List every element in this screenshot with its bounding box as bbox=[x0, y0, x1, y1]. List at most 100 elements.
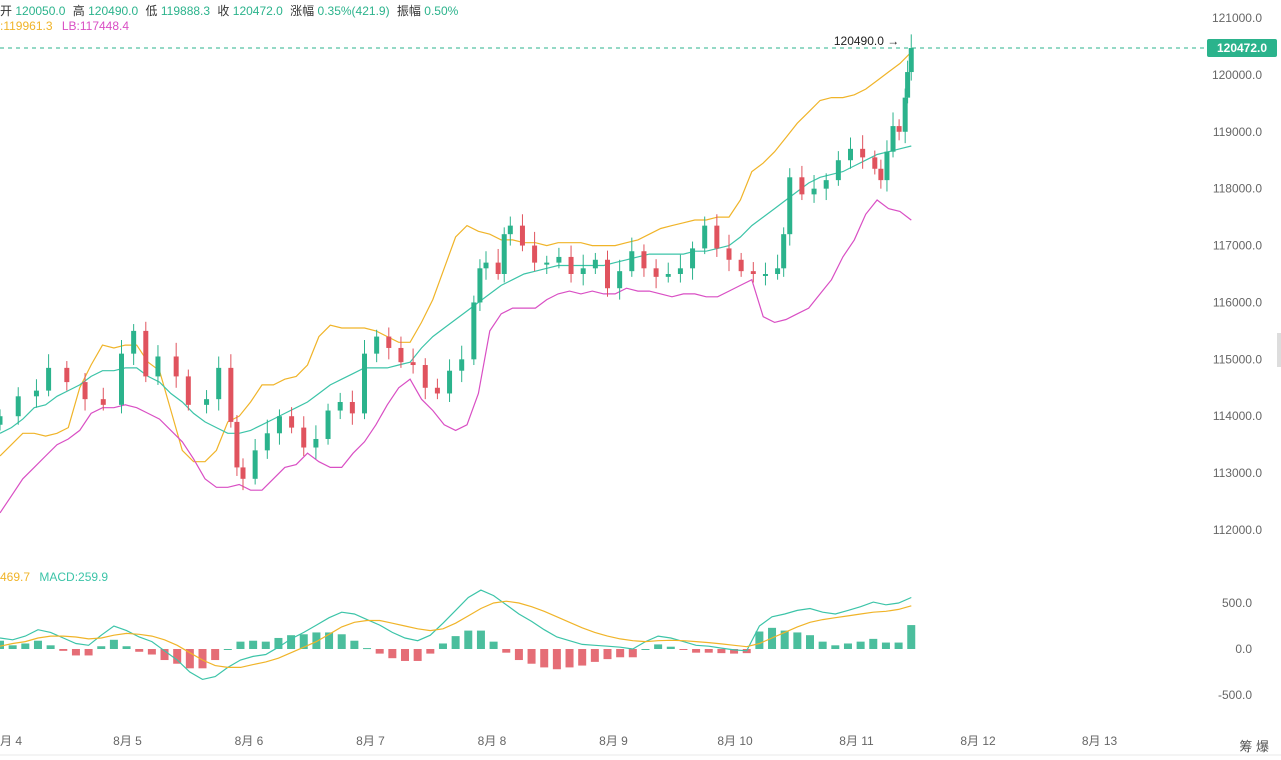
candle-body bbox=[276, 416, 282, 434]
candle-body bbox=[483, 262, 489, 269]
candle-body bbox=[848, 148, 853, 161]
candle-body bbox=[422, 365, 428, 388]
candle-body bbox=[653, 268, 659, 277]
candle-body bbox=[507, 225, 513, 235]
candle-body bbox=[677, 268, 683, 274]
candle-body bbox=[501, 234, 507, 274]
candle-body bbox=[64, 367, 70, 383]
candle-body bbox=[799, 177, 805, 195]
candle-body bbox=[781, 234, 787, 269]
close-label: 收 bbox=[217, 4, 230, 18]
candle-body bbox=[216, 367, 222, 400]
candle-body bbox=[787, 177, 793, 235]
candle-body bbox=[410, 362, 416, 366]
candle-body bbox=[878, 168, 884, 181]
macd-histogram-bar bbox=[476, 630, 485, 649]
macd-histogram-bar bbox=[84, 649, 93, 656]
candle-body bbox=[823, 180, 829, 189]
x-axis-tick-label: 8月 11 bbox=[839, 734, 874, 748]
candle-body bbox=[313, 438, 319, 448]
macd-histogram-bar bbox=[451, 636, 460, 649]
macd-histogram-bar bbox=[540, 649, 549, 668]
x-axis-tick-label: 8月 10 bbox=[717, 734, 753, 748]
macd-histogram-bar bbox=[0, 640, 4, 649]
macd-header: 469.7 MACD:259.9 bbox=[0, 570, 108, 584]
macd-histogram-bar bbox=[818, 641, 827, 649]
candle-body bbox=[301, 427, 307, 448]
candle-body bbox=[204, 399, 210, 405]
price-axis-tick-label: 117000.0 bbox=[1213, 239, 1262, 253]
candle-body bbox=[471, 302, 477, 360]
candle-body bbox=[690, 248, 696, 269]
candle-body bbox=[374, 336, 380, 354]
open-label: 开 bbox=[0, 4, 13, 18]
candle-body bbox=[119, 353, 124, 405]
corner-label[interactable]: 筹 爆 bbox=[1239, 739, 1269, 754]
candle-body bbox=[398, 347, 404, 363]
macd-histogram-bar bbox=[312, 632, 321, 649]
candle-body bbox=[173, 356, 179, 377]
candle-body bbox=[629, 251, 635, 272]
macd-histogram-bar bbox=[135, 649, 144, 652]
candle-body bbox=[592, 259, 598, 269]
macd-histogram-bar bbox=[8, 645, 17, 649]
candle-body bbox=[519, 225, 525, 246]
candle-body bbox=[477, 268, 483, 303]
candle-body bbox=[884, 151, 890, 181]
candle-body bbox=[143, 330, 149, 377]
price-axis-tick-label: 113000.0 bbox=[1213, 466, 1262, 480]
price-axis-tick-label: 120000.0 bbox=[1212, 68, 1262, 82]
candle-body bbox=[811, 188, 817, 195]
candle-body bbox=[605, 259, 610, 289]
candle-body bbox=[434, 387, 440, 394]
macd-histogram-bar bbox=[806, 635, 814, 649]
macd-histogram-bar bbox=[502, 649, 511, 653]
macd-histogram-bar bbox=[363, 648, 372, 650]
macd-dif-line bbox=[0, 589, 912, 681]
candle-body bbox=[617, 271, 623, 289]
macd-histogram-bar bbox=[122, 646, 131, 649]
candle-body bbox=[714, 225, 720, 249]
candle-body bbox=[860, 148, 866, 158]
candle-body bbox=[544, 262, 550, 265]
macd-histogram-bar bbox=[21, 643, 30, 649]
macd-histogram-bar bbox=[211, 649, 220, 661]
candle-body bbox=[185, 376, 191, 405]
price-axis-tick-label: 112000.0 bbox=[1213, 523, 1262, 537]
x-axis-tick-label: 月 4 bbox=[0, 734, 22, 748]
candle-body bbox=[641, 251, 647, 269]
candle-body bbox=[349, 402, 355, 414]
macd-histogram-bar bbox=[780, 630, 789, 649]
macd-histogram-bar bbox=[185, 649, 194, 669]
macd-value: MACD:259.9 bbox=[39, 570, 109, 584]
macd-histogram-bar bbox=[666, 646, 675, 649]
macd-histogram-bar bbox=[552, 649, 561, 670]
macd-histogram-bar bbox=[388, 649, 397, 659]
candle-body bbox=[234, 421, 240, 468]
macd-histogram-bar bbox=[869, 638, 878, 649]
x-axis-tick-label: 8月 13 bbox=[1082, 734, 1118, 748]
price-axis-tick-label: 116000.0 bbox=[1213, 295, 1262, 309]
panel-resize-handle[interactable] bbox=[1277, 333, 1281, 367]
macd-histogram-bar bbox=[881, 642, 890, 649]
x-axis-tick-label: 8月 8 bbox=[478, 734, 507, 748]
macd-histogram-bar bbox=[717, 649, 726, 654]
candle-body bbox=[100, 399, 106, 405]
price-axis-tick-label: 118000.0 bbox=[1213, 182, 1262, 196]
macd-axis-tick-label: 500.0 bbox=[1222, 596, 1252, 610]
x-axis-tick-label: 8月 5 bbox=[113, 734, 142, 748]
bollinger-header: :119961.3 LB:117448.4 bbox=[0, 19, 129, 33]
macd-histogram-bar bbox=[274, 637, 283, 649]
macd-histogram-bar bbox=[843, 643, 852, 649]
macd-histogram-bar bbox=[46, 645, 55, 649]
candle-body bbox=[665, 274, 671, 277]
macd-histogram-bar bbox=[628, 649, 637, 658]
price-axis-tick-label: 114000.0 bbox=[1213, 409, 1262, 423]
macd-histogram-bar bbox=[299, 634, 308, 649]
macd-axis-tick-label: 0.0 bbox=[1235, 642, 1252, 656]
macd-histogram-bar bbox=[603, 649, 612, 660]
macd-histogram-bar bbox=[375, 649, 384, 654]
candle-body bbox=[890, 126, 896, 152]
x-axis-tick-label: 8月 7 bbox=[356, 734, 385, 748]
